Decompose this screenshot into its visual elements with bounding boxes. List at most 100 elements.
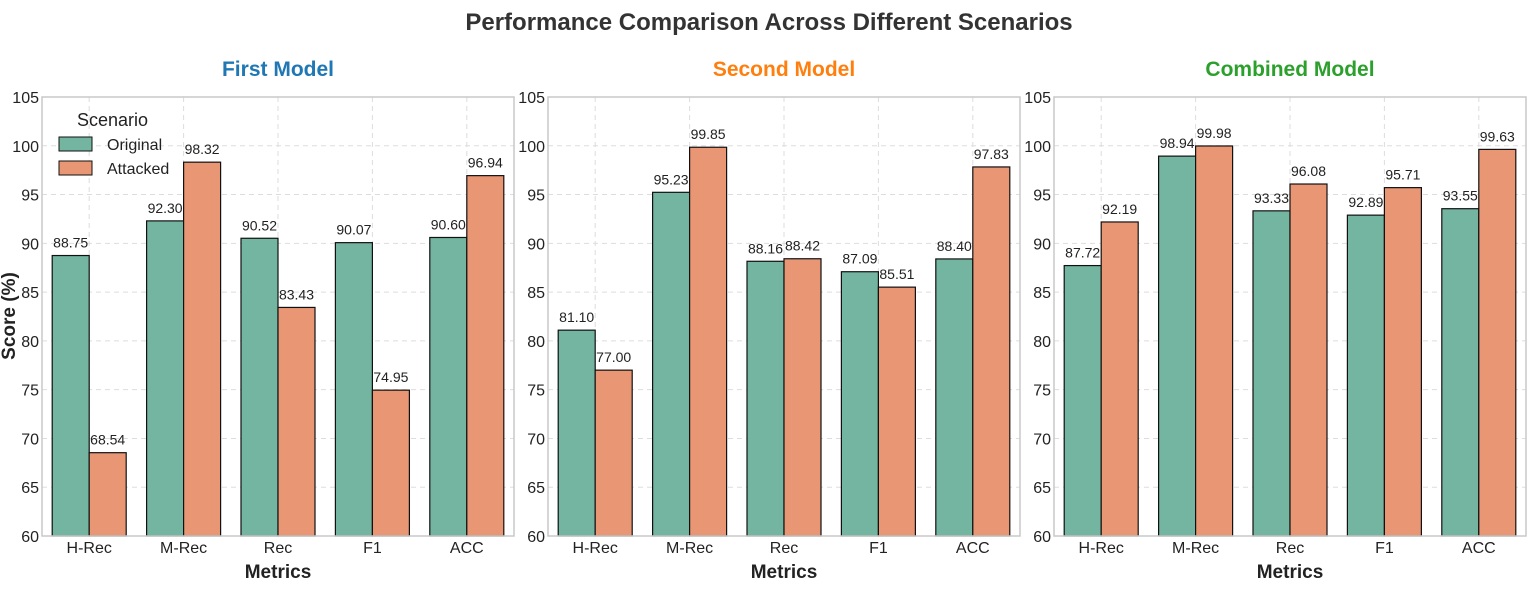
bar-original xyxy=(935,258,974,537)
plot-frame xyxy=(547,96,1021,537)
y-tick-label: 90 xyxy=(21,236,39,253)
x-tick-label: M-Rec xyxy=(666,540,713,557)
y-tick-label: 70 xyxy=(21,431,39,448)
bar-value-label: 88.16 xyxy=(748,240,783,256)
bar-value-label: 92.89 xyxy=(1348,194,1383,210)
bar-attacked xyxy=(783,258,822,537)
bar-attacked xyxy=(1100,221,1139,537)
bar-original xyxy=(746,260,785,537)
chart-panels: First Model 60 65 70 75 80 85 90 95 100 105 88.75 92… xyxy=(12,58,1527,583)
bar-value-label: 95.71 xyxy=(1385,167,1420,183)
y-tick-label: 95 xyxy=(1033,188,1051,205)
x-tick-label: F1 xyxy=(869,540,888,557)
bar-attacked xyxy=(688,146,728,537)
bar-attacked xyxy=(466,175,505,537)
y-tick-label: 90 xyxy=(1033,236,1051,253)
y-tick-label: 60 xyxy=(1033,529,1051,546)
bar-attacked xyxy=(1194,145,1234,537)
bar-attacked xyxy=(183,161,222,537)
x-tick-label: F1 xyxy=(363,540,382,557)
bar-attacked xyxy=(877,286,917,537)
bar-value-label: 88.42 xyxy=(785,238,820,254)
bar-value-label: 92.19 xyxy=(1102,201,1137,217)
x-tick-label: ACC xyxy=(956,540,990,557)
panel-0: First Model 60 65 70 75 80 85 90 95 100 105 88.75 92… xyxy=(12,58,515,583)
y-axis-label: Score (%) xyxy=(0,272,20,360)
bar-value-label: 88.40 xyxy=(937,238,972,254)
plot-frame xyxy=(41,96,515,537)
y-tick-label: 80 xyxy=(21,334,39,351)
bar-value-label: 96.94 xyxy=(468,155,503,171)
bar-original xyxy=(240,237,279,537)
y-tick-label: 60 xyxy=(21,529,39,546)
bar-attacked xyxy=(972,166,1011,537)
bar-original xyxy=(840,271,880,537)
y-tick-label: 60 xyxy=(527,529,545,546)
y-tick-label: 75 xyxy=(1033,383,1051,400)
x-tick-label: M-Rec xyxy=(160,540,207,557)
x-tick-label: ACC xyxy=(450,540,484,557)
x-axis-label: Metrics xyxy=(1257,562,1324,583)
bar-original xyxy=(1346,214,1386,537)
y-tick-label: 65 xyxy=(527,480,545,497)
x-tick-label: H-Rec xyxy=(1079,540,1124,557)
y-tick-label: 80 xyxy=(1033,334,1051,351)
y-tick-label: 75 xyxy=(21,383,39,400)
bar-value-label: 99.85 xyxy=(691,126,726,142)
bar-value-label: 93.33 xyxy=(1254,190,1289,206)
x-tick-label: F1 xyxy=(1375,540,1394,557)
bar-attacked xyxy=(1478,148,1517,537)
y-tick-label: 100 xyxy=(1024,139,1051,156)
bar-attacked xyxy=(1383,187,1423,537)
bar-original xyxy=(51,254,90,537)
y-tick-label: 105 xyxy=(12,90,39,107)
x-tick-label: M-Rec xyxy=(1172,540,1219,557)
bar-original xyxy=(1441,208,1480,537)
x-tick-label: Rec xyxy=(264,540,292,557)
bar-value-label: 81.10 xyxy=(559,309,594,325)
bar-value-label: 68.54 xyxy=(90,432,125,448)
y-tick-label: 80 xyxy=(527,334,545,351)
y-tick-label: 70 xyxy=(527,431,545,448)
y-tick-label: 70 xyxy=(1033,431,1051,448)
bar-value-label: 98.94 xyxy=(1160,135,1195,151)
bar-value-label: 99.63 xyxy=(1480,128,1515,144)
bar-value-label: 93.55 xyxy=(1443,188,1478,204)
bar-value-label: 77.00 xyxy=(596,349,631,365)
x-tick-label: Rec xyxy=(770,540,798,557)
x-axis-label: Metrics xyxy=(245,562,312,583)
legend-label: Attacked xyxy=(107,161,169,178)
x-tick-label: H-Rec xyxy=(67,540,112,557)
bar-attacked xyxy=(277,306,316,537)
y-tick-label: 85 xyxy=(1033,285,1051,302)
y-tick-label: 105 xyxy=(1024,90,1051,107)
panel-1: Second Model 60 65 70 75 80 85 90 95 100 105 81.10 9… xyxy=(518,58,1021,583)
y-tick-label: 100 xyxy=(12,139,39,156)
bar-original xyxy=(1252,210,1291,537)
bar-value-label: 97.83 xyxy=(974,146,1009,162)
figure-title: Performance Comparison Across Different … xyxy=(465,9,1072,36)
y-tick-label: 100 xyxy=(518,139,545,156)
bar-attacked xyxy=(1289,183,1328,537)
bar-value-label: 83.43 xyxy=(279,286,314,302)
bar-value-label: 99.98 xyxy=(1197,125,1232,141)
bar-original xyxy=(429,236,468,537)
y-tick-label: 75 xyxy=(527,383,545,400)
y-tick-label: 90 xyxy=(527,236,545,253)
bar-original xyxy=(651,191,691,537)
panel-title: Second Model xyxy=(713,58,855,81)
y-tick-label: 105 xyxy=(518,90,545,107)
bar-value-label: 90.52 xyxy=(242,217,277,233)
bar-value-label: 98.32 xyxy=(185,141,220,157)
y-tick-label: 65 xyxy=(21,480,39,497)
bar-original xyxy=(146,220,185,537)
bar-value-label: 88.75 xyxy=(53,235,88,251)
bar-original xyxy=(1157,155,1197,537)
bar-value-label: 90.07 xyxy=(336,222,371,238)
legend: Scenario Original Attacked xyxy=(58,110,169,178)
bar-value-label: 90.60 xyxy=(431,216,466,232)
x-tick-label: Rec xyxy=(1276,540,1304,557)
panel-title: First Model xyxy=(222,58,334,81)
